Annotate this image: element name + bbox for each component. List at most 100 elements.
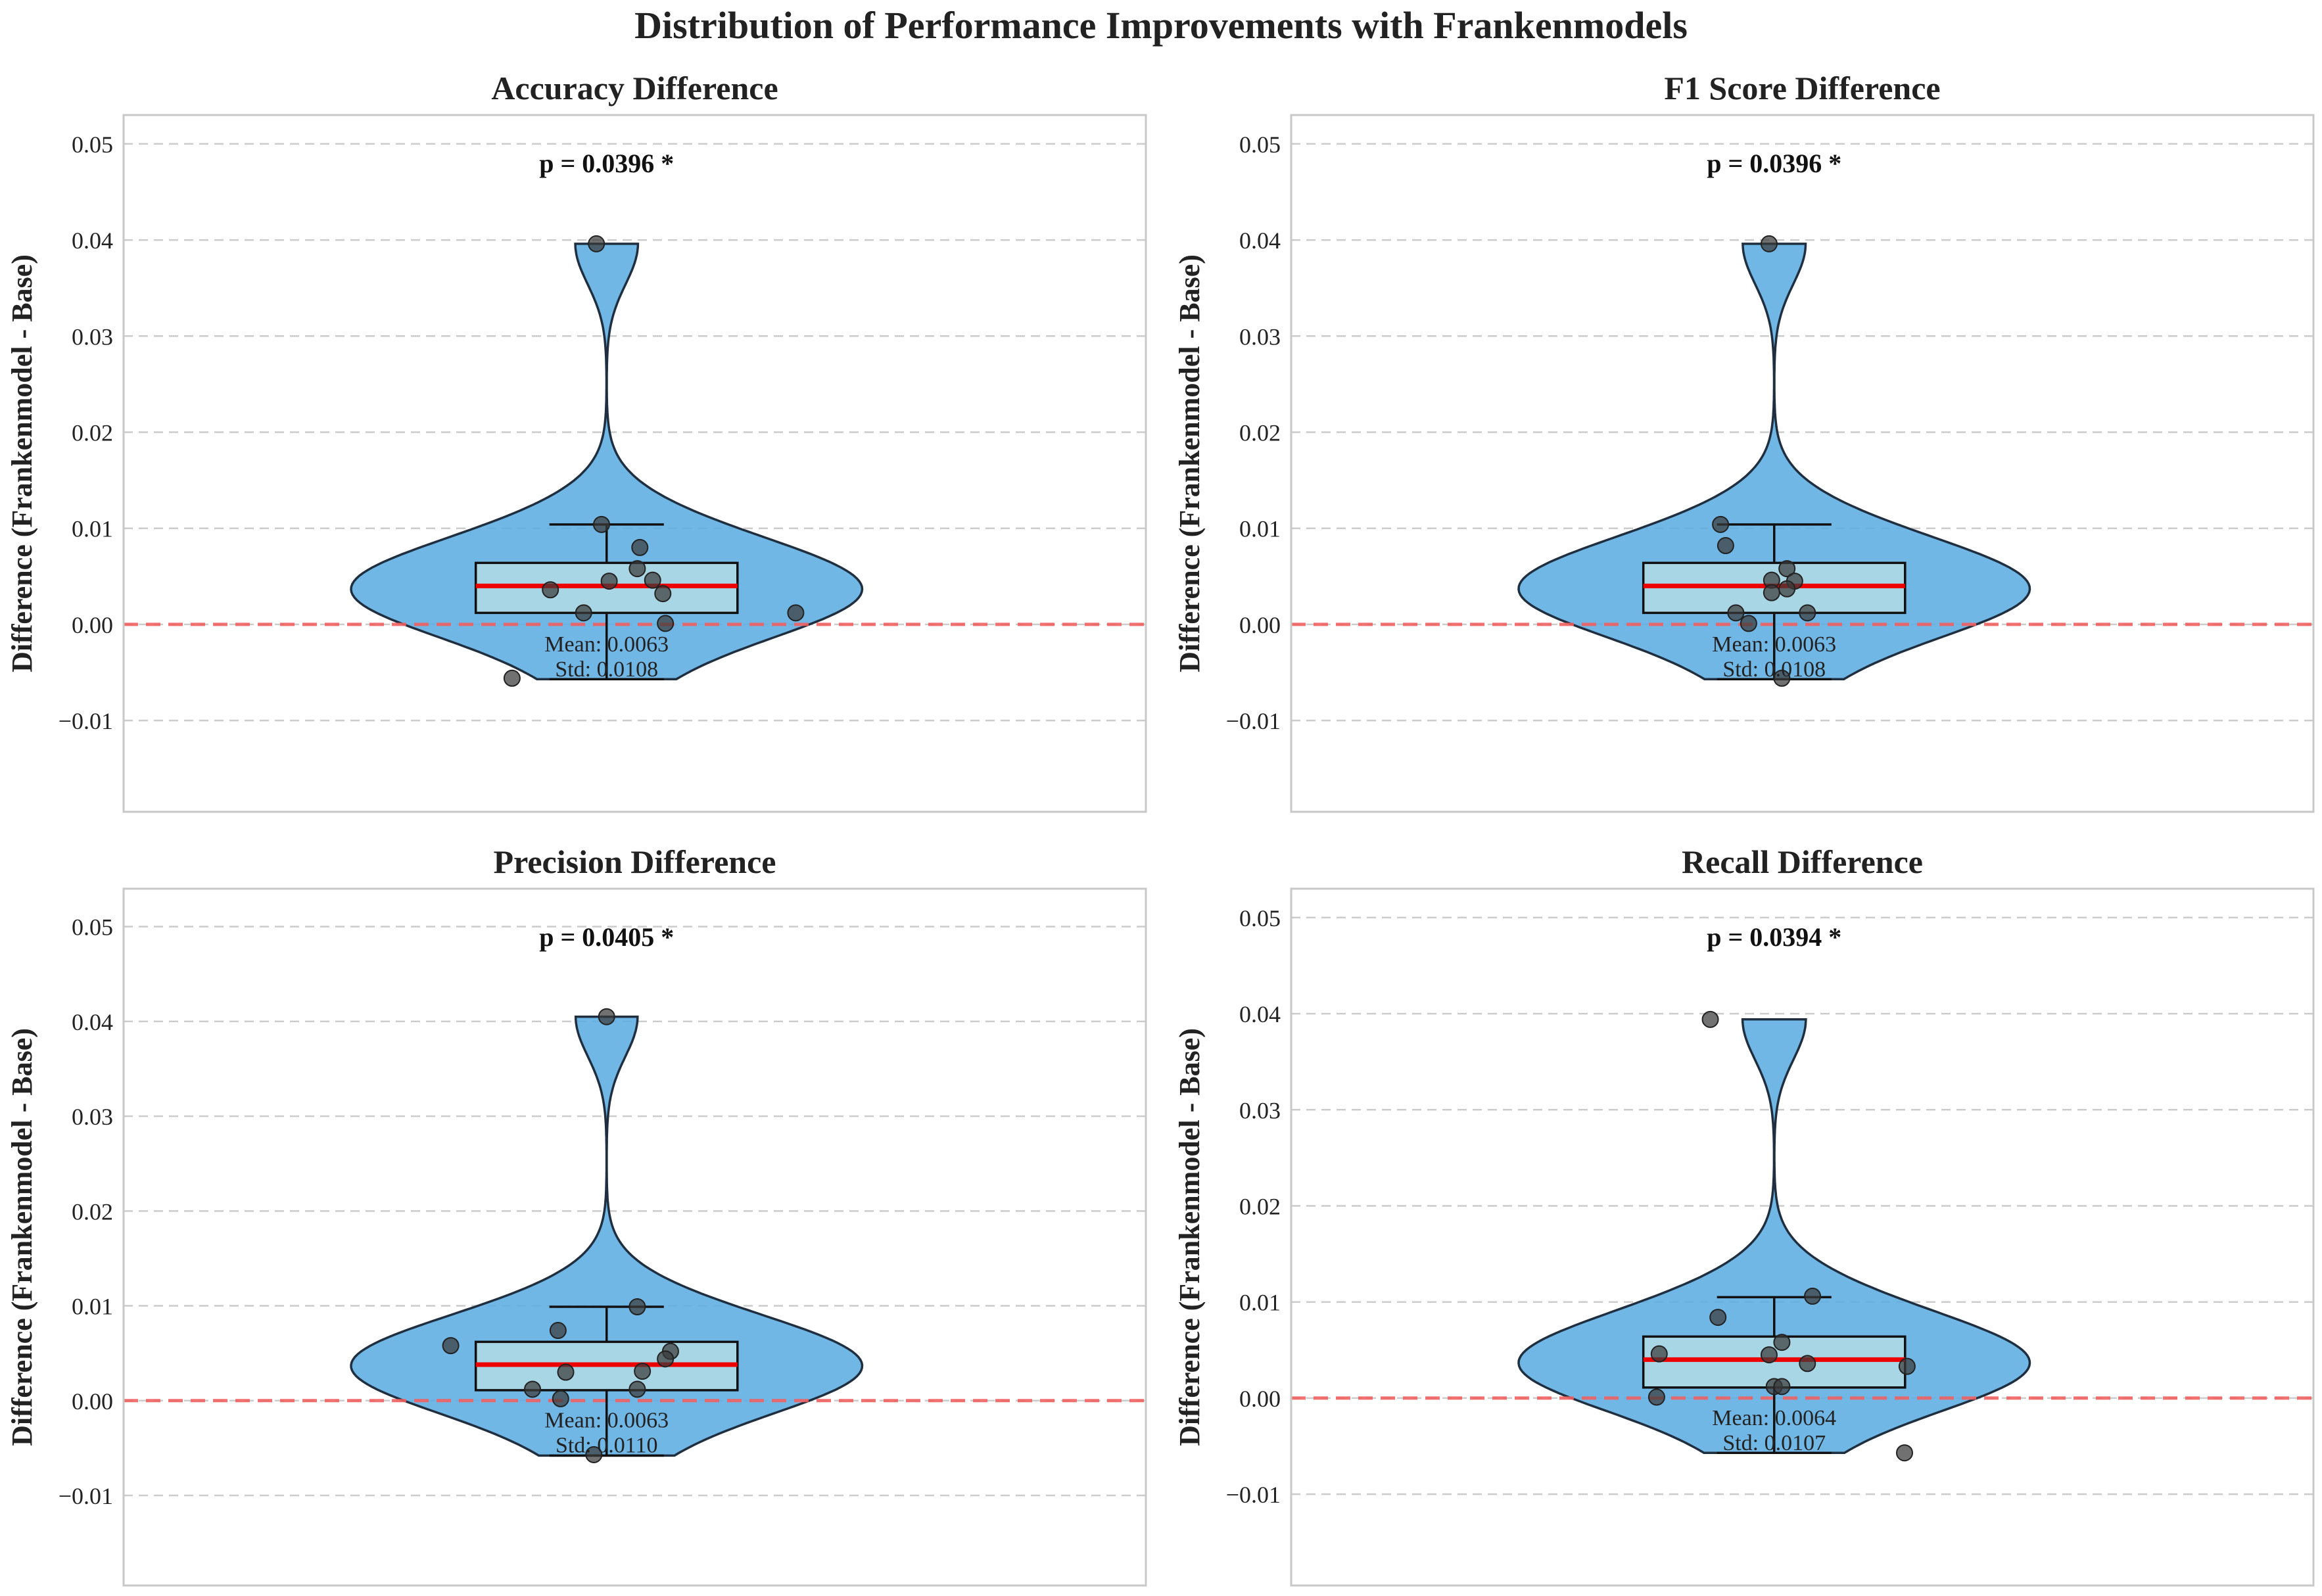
y-axis-label: Difference (Frankenmodel - Base) [1173,1028,1206,1446]
mean-label: Mean: 0.0064 [1712,1406,1836,1430]
data-point [588,235,605,252]
data-point [1709,1309,1727,1326]
data-point [1717,537,1734,555]
data-point [600,573,618,590]
p-value-label: p = 0.0396 * [539,149,674,178]
data-point [1799,1355,1816,1373]
data-point [1773,1334,1791,1351]
plot-area [124,115,1146,812]
y-tick-label: 0.05 [72,131,113,158]
y-tick-label: 0.02 [72,419,113,446]
y-tick-label: 0.03 [72,1104,113,1130]
data-point [1898,1357,1916,1375]
data-point [787,604,805,622]
p-value-label: p = 0.0396 * [1707,149,1841,178]
y-tick-label: 0.04 [1239,1001,1281,1027]
std-label: Std: 0.0107 [1722,1431,1826,1455]
y-tick-label: 0.03 [72,323,113,350]
y-tick-label: 0.05 [1239,131,1281,158]
data-point [1712,515,1730,533]
y-tick-label: 0.00 [1239,612,1281,638]
data-point [524,1380,541,1398]
data-point [1896,1444,1913,1462]
y-tick-label: 0.01 [72,1294,113,1320]
y-tick-label: 0.01 [1239,516,1281,542]
panel-title: Accuracy Difference [491,70,778,106]
data-point [1650,1345,1668,1363]
std-label: Std: 0.0108 [555,657,658,682]
panel-title: Precision Difference [494,843,776,880]
plot-frame [122,887,1147,1587]
plot-area [1291,889,2313,1585]
y-tick-label: 0.00 [72,1388,113,1415]
y-tick-label: −0.01 [1226,708,1281,734]
plot-frame [1290,887,2315,1587]
y-tick-label: 0.04 [72,1009,113,1035]
y-tick-label: 0.05 [1239,905,1281,931]
data-point [592,515,610,533]
data-point [549,1322,567,1340]
plot-area [124,889,1146,1585]
plot-area [1291,115,2313,812]
panels: −0.01 0.00 0.01 0.02 0.03 0.04 0.05 p = 0.0396 … [6,70,2315,1587]
y-tick-label: 0.04 [72,227,113,254]
y-tick-label: −0.01 [1226,1482,1281,1508]
panel-recall: −0.01 0.00 0.01 0.02 0.03 0.04 0.05 p = 0.0394 … [1173,843,2315,1587]
std-label: Std: 0.0108 [1722,657,1826,682]
y-tick-label: 0.04 [1239,227,1281,254]
data-point [1804,1287,1822,1305]
mean-label: Mean: 0.0063 [544,1409,669,1433]
mean-label: Mean: 0.0063 [1712,632,1836,657]
panel-title: Recall Difference [1682,843,1923,880]
panel-title: F1 Score Difference [1664,70,1940,106]
p-value-label: p = 0.0394 * [1707,922,1841,952]
y-tick-label: −0.01 [59,708,113,734]
y-tick-label: 0.03 [1239,1097,1281,1123]
data-point [628,1380,646,1398]
data-point [628,560,646,578]
y-tick-label: 0.01 [1239,1290,1281,1316]
data-point [1740,615,1757,632]
data-point [631,538,649,556]
panel-precision: −0.01 0.00 0.01 0.02 0.03 0.04 0.05 p = 0.0405 … [6,843,1147,1587]
data-point [1647,1388,1665,1406]
data-point [1799,604,1816,622]
y-axis-label: Difference (Frankenmodel - Base) [6,1028,38,1446]
y-tick-label: 0.02 [72,1198,113,1225]
data-point [657,615,675,632]
y-axis-label: Difference (Frankenmodel - Base) [1173,254,1206,672]
panel-accuracy: −0.01 0.00 0.01 0.02 0.03 0.04 0.05 p = 0.0396 … [6,70,1147,813]
data-point [657,1350,675,1368]
plot-frame [122,114,1147,813]
data-point [1763,584,1780,601]
data-point [644,571,661,589]
y-axis-label: Difference (Frankenmodel - Base) [6,254,38,672]
data-point [503,669,521,687]
data-point [654,585,672,603]
data-point [575,604,592,622]
mean-label: Mean: 0.0063 [544,632,669,657]
panel-f1-score: −0.01 0.00 0.01 0.02 0.03 0.04 0.05 p = 0.0396 … [1173,70,2315,813]
data-point [1760,1346,1778,1364]
y-tick-label: 0.02 [1239,419,1281,446]
data-point [1778,560,1796,578]
plot-frame [1290,114,2315,813]
y-tick-label: 0.02 [1239,1193,1281,1219]
std-label: Std: 0.0110 [556,1434,658,1458]
y-tick-label: 0.03 [1239,323,1281,350]
data-point [1778,580,1796,598]
figure-title: Distribution of Performance Improvements… [634,4,1688,47]
data-point [598,1008,615,1025]
y-tick-label: 0.01 [72,516,113,542]
y-tick-label: 0.00 [72,612,113,638]
data-point [557,1363,575,1381]
data-point [1701,1010,1719,1028]
data-point [552,1390,569,1407]
data-point [1727,604,1745,622]
data-point [585,1445,603,1463]
data-point [634,1363,652,1380]
data-point [1760,235,1778,252]
data-point [542,581,559,599]
data-point [628,1298,646,1315]
y-tick-label: 0.05 [72,914,113,941]
